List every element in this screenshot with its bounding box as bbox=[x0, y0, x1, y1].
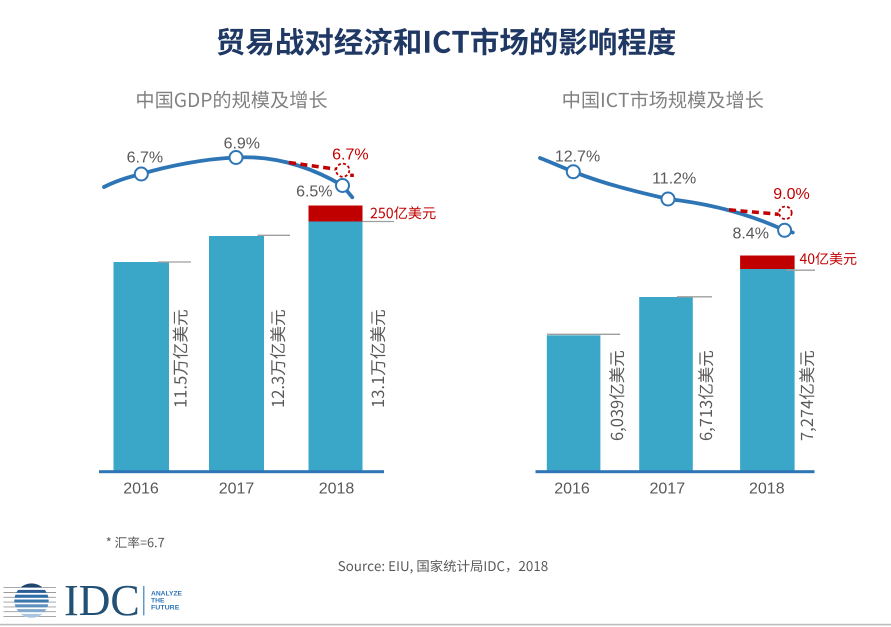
svg-text:2016: 2016 bbox=[123, 481, 159, 498]
svg-text:2017: 2017 bbox=[219, 481, 255, 498]
svg-text:6.9%: 6.9% bbox=[224, 136, 260, 153]
svg-text:9.0%: 9.0% bbox=[773, 186, 809, 203]
svg-text:2018: 2018 bbox=[319, 481, 355, 498]
svg-text:11.2%: 11.2% bbox=[652, 171, 696, 188]
svg-text:12.7%: 12.7% bbox=[555, 149, 600, 166]
svg-text:6.5%: 6.5% bbox=[296, 184, 332, 201]
svg-text:IDC: IDC bbox=[64, 576, 140, 625]
svg-text:2017: 2017 bbox=[650, 481, 686, 498]
svg-text:6.7%: 6.7% bbox=[332, 147, 368, 164]
svg-text:THE: THE bbox=[151, 597, 165, 604]
svg-text:6.7%: 6.7% bbox=[127, 150, 163, 167]
svg-text:8.4%: 8.4% bbox=[732, 226, 768, 243]
svg-text:FUTURE: FUTURE bbox=[151, 604, 180, 611]
svg-text:ANALYZE: ANALYZE bbox=[151, 590, 183, 597]
svg-text:2016: 2016 bbox=[554, 481, 590, 498]
svg-text:2018: 2018 bbox=[749, 481, 785, 498]
